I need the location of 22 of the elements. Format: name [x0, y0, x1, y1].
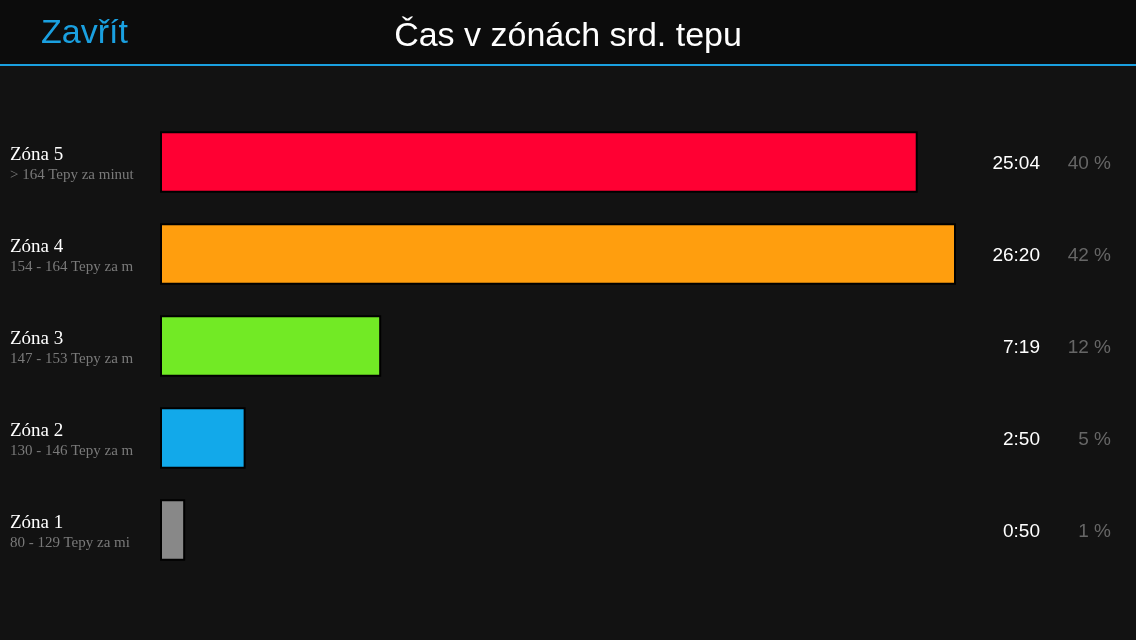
- text: 12 %: [1067, 335, 1112, 357]
- data-label: 0:50: [1003, 519, 1040, 541]
- text: 1 %: [1078, 519, 1112, 541]
- y-tick-label: Zóna 5 > 164 Tepy za minut: [10, 142, 135, 182]
- y-tick-label: Zóna 2 130 - 146 Tepy za m: [10, 418, 134, 458]
- bar: [160, 407, 246, 469]
- data-label: 7:19: [1003, 335, 1040, 357]
- close-button[interactable]: Zavřít: [41, 12, 128, 50]
- y-tick-label: Zóna 3 147 - 153 Tepy za m: [10, 326, 134, 366]
- chart-title: Čas v zónách srd. tepu: [394, 15, 742, 53]
- data-label: 26:20: [992, 243, 1040, 265]
- bar: [160, 223, 956, 285]
- bar: [160, 315, 382, 377]
- text: 42 %: [1067, 243, 1112, 265]
- bar: [160, 499, 186, 561]
- data-label: 2:50: [1003, 427, 1040, 449]
- text: 5 %: [1078, 427, 1112, 449]
- data-label: 25:04: [992, 151, 1041, 173]
- y-tick-label: Zóna 1 80 - 129 Tepy za mi: [10, 510, 130, 550]
- bar: [160, 131, 918, 193]
- text: 40 %: [1067, 151, 1112, 173]
- y-tick-label: Zóna 4 154 - 164 Tepy za m: [10, 234, 134, 274]
